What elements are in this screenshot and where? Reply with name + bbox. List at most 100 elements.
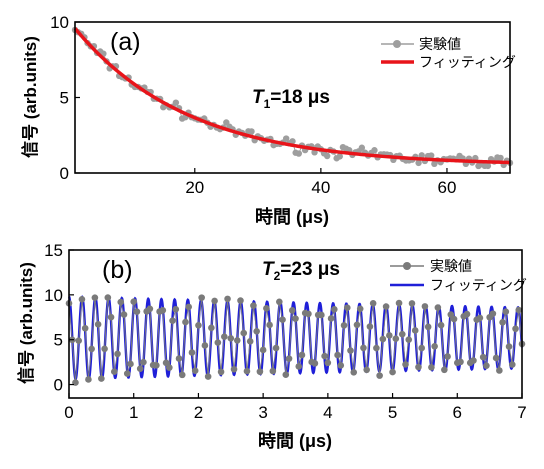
chart-b-point-exp <box>250 302 257 309</box>
chart-a-xtick-label: 40 <box>311 178 330 197</box>
chart-b-point-exp <box>185 303 193 311</box>
chart-b-legend-label-fit: フィッティング <box>430 277 527 293</box>
chart-b-point-exp <box>424 323 432 331</box>
chart-b-point-exp <box>166 364 173 371</box>
chart-b-point-exp <box>136 365 144 373</box>
chart-b-point-exp <box>288 307 296 314</box>
chart-b-point-exp <box>256 368 264 375</box>
chart-b-point-exp <box>347 347 354 354</box>
chart-b-point-exp <box>305 310 312 318</box>
chart-b-point-exp <box>130 298 138 305</box>
chart-a-legend-marker-exp <box>393 40 401 48</box>
chart-b-point-exp <box>421 303 429 310</box>
chart-b-point-exp <box>398 330 406 338</box>
chart-b-point-exp <box>91 294 99 301</box>
chart-b-point-exp <box>505 343 513 350</box>
chart-b-point-exp <box>101 345 108 353</box>
chart-b-point-exp <box>214 339 222 346</box>
chart-b-point-exp <box>415 363 422 371</box>
chart-b-point-exp <box>321 352 328 360</box>
chart-b-legend: 実験値 フィッティング <box>390 258 527 293</box>
chart-b-point-exp <box>182 318 189 326</box>
chart-a-point-exp <box>358 144 366 151</box>
chart-b-point-exp <box>133 308 141 315</box>
chart-b-point-exp <box>444 353 451 360</box>
chart-b-point-exp <box>496 367 503 374</box>
chart-b-annotation-symbol: T <box>262 259 275 280</box>
chart-b-point-exp <box>153 362 160 369</box>
chart-b-point-exp <box>233 337 241 344</box>
chart-b-xtick-label: 1 <box>129 403 138 422</box>
chart-b-point-exp <box>81 324 89 332</box>
chart-a-panel-label: (a) <box>110 28 141 56</box>
chart-b-point-exp <box>428 363 435 371</box>
chart-a-point-exp <box>282 135 290 142</box>
chart-b-point-exp <box>340 322 348 329</box>
chart-b-point-exp <box>483 362 490 369</box>
chart-b-point-exp <box>343 304 351 311</box>
chart-b-point-exp <box>172 305 180 313</box>
chart-b-point-exp <box>266 321 273 329</box>
chart-b-point-exp <box>395 299 403 307</box>
chart-b-point-exp <box>411 327 419 334</box>
chart-a-annotation: T1=18 μs <box>252 87 330 111</box>
chart-a-xtick-label: 60 <box>437 178 456 197</box>
chart-b-point-exp <box>363 366 370 374</box>
chart-a-legend: 実験値 フィッティング <box>381 36 516 70</box>
chart-b-xtick-label: 4 <box>323 403 332 422</box>
chart-b-point-exp <box>489 310 497 317</box>
chart-b-point-exp <box>208 324 215 332</box>
chart-b-panel-label: (b) <box>102 256 133 284</box>
chart-b-point-exp <box>127 360 134 368</box>
chart-b-point-exp <box>276 298 283 306</box>
chart-b-point-exp <box>298 351 306 359</box>
chart-b-point-exp <box>117 298 125 306</box>
chart-a-point-exp <box>172 99 180 106</box>
chart-b-point-exp <box>431 342 438 350</box>
chart-b-point-exp <box>246 338 254 345</box>
chart-b-point-exp <box>111 368 118 376</box>
chart-b-point-exp <box>360 344 367 352</box>
chart-b-point-exp <box>418 344 425 352</box>
chart-b-xtick-label: 6 <box>453 403 462 422</box>
chart-b-point-exp <box>356 305 364 313</box>
chart-b-point-exp <box>392 335 400 343</box>
chart-b-point-exp <box>114 350 121 358</box>
chart-b-xtick-label: 2 <box>194 403 203 422</box>
chart-b-point-exp <box>243 367 251 375</box>
chart-b-point-exp <box>292 315 299 322</box>
chart-b-point-exp <box>253 327 260 335</box>
chart-b-point-exp <box>272 344 280 352</box>
chart-b-point-exp <box>107 313 115 321</box>
chart-b-point-exp <box>285 355 293 362</box>
chart-b-point-exp <box>259 346 267 354</box>
chart-b-point-exp <box>78 296 86 303</box>
chart-b-annotation-rest: =23 μs <box>280 259 340 280</box>
chart-a-xtick-label: 20 <box>185 178 204 197</box>
chart-b-point-exp <box>263 305 270 312</box>
chart-b-point-exp <box>318 311 325 319</box>
chart-b-point-exp <box>379 335 387 343</box>
chart-b-point-exp <box>499 319 506 326</box>
chart-a-legend-label-fit: フィッティング <box>419 54 516 70</box>
chart-b-point-exp <box>279 316 286 324</box>
chart-b-point-exp <box>94 321 102 328</box>
chart-b-point-exp <box>104 294 112 301</box>
chart-a-ytick-label: 10 <box>50 13 69 32</box>
chart-b-point-exp <box>373 344 380 352</box>
chart-b-point-exp <box>198 294 205 301</box>
chart-b-point-exp <box>470 357 477 364</box>
chart-b-point-exp <box>386 332 393 339</box>
chart-b-point-exp <box>515 306 523 314</box>
chart-b-point-exp <box>221 333 228 341</box>
chart-b-xtick-label: 5 <box>388 403 397 422</box>
chart-b-point-exp <box>476 314 484 322</box>
chart-a-annotation-symbol: T <box>252 87 265 108</box>
chart-b-point-exp <box>188 349 196 356</box>
chart-b-point-exp <box>366 323 374 330</box>
chart-b-point-exp <box>146 305 154 313</box>
chart-b-ytick-label: 5 <box>54 331 63 350</box>
chart-b-point-exp <box>337 362 345 369</box>
chart-b-point-exp <box>353 321 361 329</box>
